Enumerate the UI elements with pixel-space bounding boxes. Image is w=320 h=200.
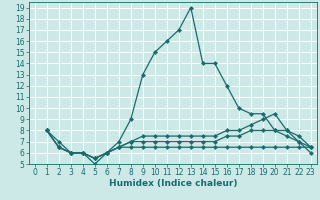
X-axis label: Humidex (Indice chaleur): Humidex (Indice chaleur) bbox=[108, 179, 237, 188]
